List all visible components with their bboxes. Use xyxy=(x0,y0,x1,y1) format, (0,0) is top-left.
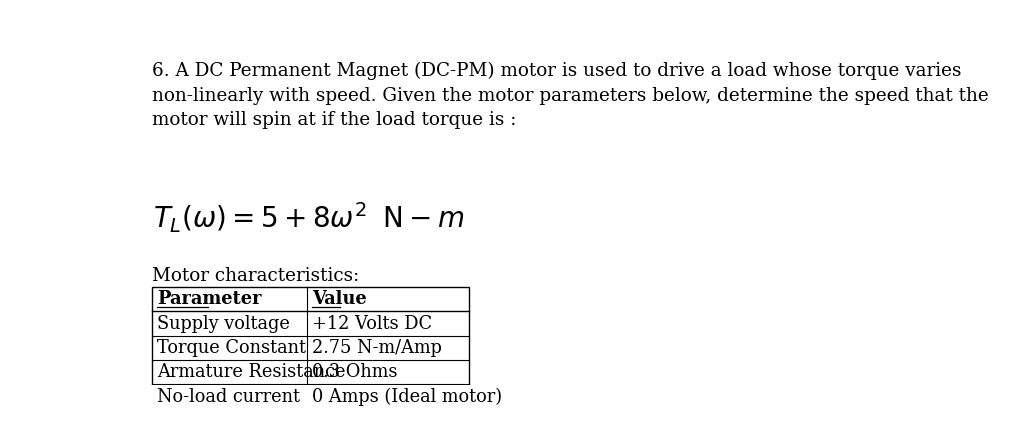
Text: $T_L(\omega) = 5 + 8\omega^2\;\;\mathrm{N} - m$: $T_L(\omega) = 5 + 8\omega^2\;\;\mathrm{… xyxy=(154,200,465,235)
Text: 2.75 N-m/Amp: 2.75 N-m/Amp xyxy=(312,339,442,357)
Text: No-load current: No-load current xyxy=(158,388,300,406)
Text: +12 Volts DC: +12 Volts DC xyxy=(312,314,432,333)
Text: Supply voltage: Supply voltage xyxy=(158,314,290,333)
Text: Torque Constant: Torque Constant xyxy=(158,339,306,357)
Text: 0.3 Ohms: 0.3 Ohms xyxy=(312,363,397,381)
Text: Value: Value xyxy=(312,290,367,308)
Text: Armature Resistance: Armature Resistance xyxy=(158,363,346,381)
Bar xyxy=(152,287,469,409)
Text: Parameter: Parameter xyxy=(158,290,262,308)
Text: Motor characteristics:: Motor characteristics: xyxy=(152,267,359,285)
Text: 0 Amps (Ideal motor): 0 Amps (Ideal motor) xyxy=(312,388,502,406)
Text: 6. A DC Permanent Magnet (DC-PM) motor is used to drive a load whose torque vari: 6. A DC Permanent Magnet (DC-PM) motor i… xyxy=(152,62,988,129)
